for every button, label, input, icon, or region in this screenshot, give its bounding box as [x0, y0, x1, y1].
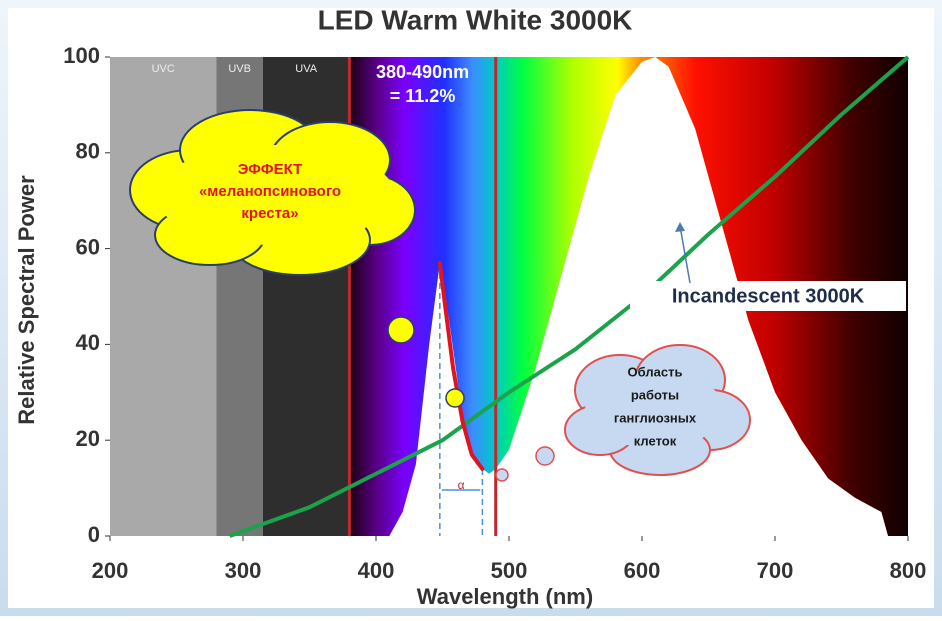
bubble	[535, 446, 555, 466]
band-label: UVA	[295, 63, 317, 75]
x-tick-label: 500	[491, 558, 528, 583]
cloud-text: «меланопсинового	[199, 183, 341, 200]
arrow	[679, 225, 691, 284]
band-label: UVB	[228, 63, 251, 75]
chart-title: LED Warm White 3000K	[318, 4, 633, 35]
incandescent-line	[229, 55, 910, 538]
y-tick-label: 100	[63, 43, 100, 68]
x-tick-label: 800	[890, 558, 927, 583]
cloud-text: работы	[631, 387, 679, 402]
cloud-text: ганглиозных	[614, 410, 697, 425]
bubble	[495, 468, 509, 482]
cloud-text: ЭФФЕКТ	[238, 161, 303, 178]
y-tick-label: 20	[76, 426, 100, 451]
y-axis-label: Relative Spectral Power	[14, 175, 39, 425]
legend-label: Incandescent 3000K	[672, 285, 865, 307]
x-tick-label: 700	[757, 558, 794, 583]
y-tick-label: 40	[76, 330, 100, 355]
band-label: UVC	[152, 63, 175, 75]
cloud-text: Область	[628, 364, 683, 379]
arrow-head	[675, 222, 685, 232]
range-share: = 11.2%	[390, 86, 456, 106]
y-tick-label: 0	[88, 522, 100, 547]
x-tick-label: 200	[92, 558, 129, 583]
range-label: 380-490nm	[376, 62, 469, 82]
cloud-effect	[129, 109, 416, 276]
x-tick-label: 600	[624, 558, 661, 583]
cloud-ganglion	[564, 344, 751, 476]
x-axis-label: Wavelength (nm)	[417, 584, 593, 609]
y-tick-label: 80	[76, 139, 100, 164]
legend-box	[630, 281, 906, 311]
cloud-text: креста»	[241, 205, 298, 222]
alpha-label: α	[458, 478, 465, 492]
x-tick-label: 400	[358, 558, 395, 583]
bubble	[445, 388, 465, 408]
x-tick-label: 300	[225, 558, 262, 583]
y-tick-label: 60	[76, 234, 100, 259]
bubble	[387, 316, 415, 344]
cloud-text: клеток	[634, 433, 677, 448]
